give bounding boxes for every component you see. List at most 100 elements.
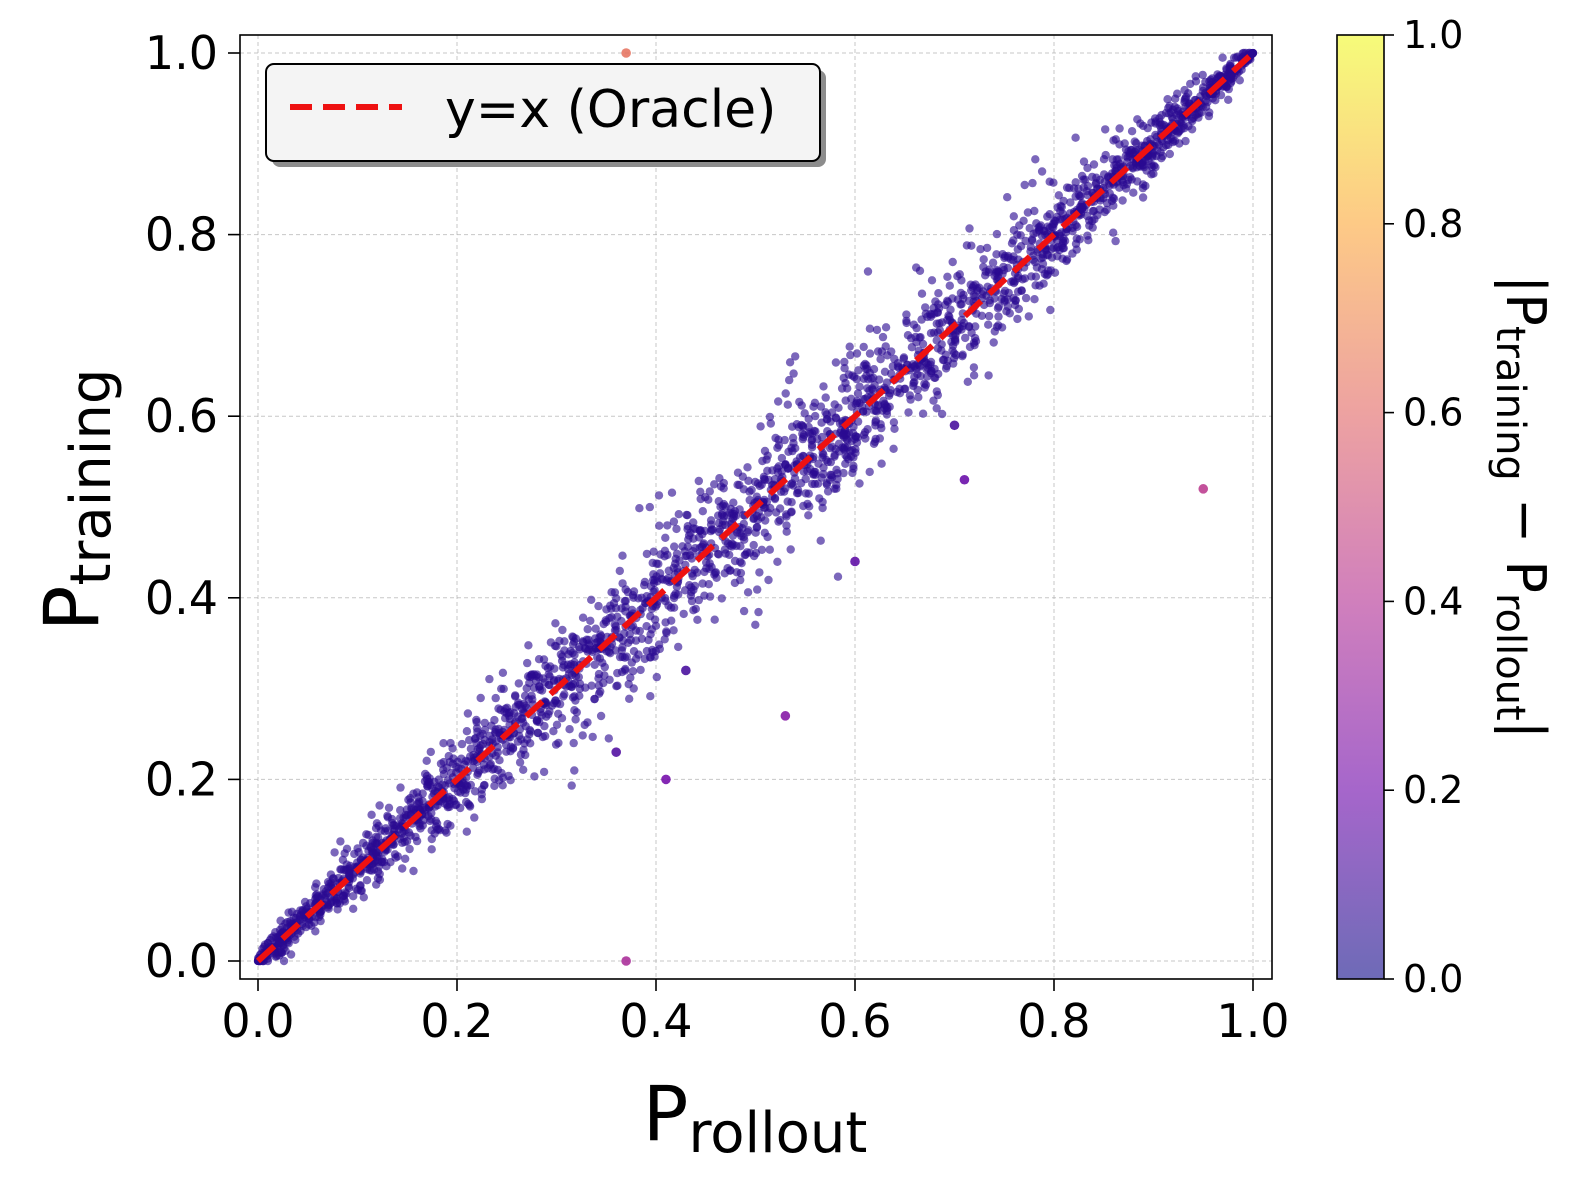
scatter-point <box>785 358 795 367</box>
scatter-point <box>988 258 998 267</box>
scatter-point <box>915 361 924 370</box>
scatter-point <box>336 865 345 874</box>
scatter-point <box>406 798 415 807</box>
outlier-point <box>681 665 691 676</box>
scatter-point <box>1057 202 1067 212</box>
scatter-point <box>782 521 791 530</box>
scatter-point <box>1013 314 1022 324</box>
scatter-point <box>839 373 848 383</box>
scatter-point <box>556 650 566 659</box>
scatter-point <box>846 350 855 360</box>
scatter-point <box>397 829 407 838</box>
scatter-point <box>631 636 641 645</box>
scatter-point <box>449 796 459 805</box>
scatter-point <box>840 364 849 373</box>
scatter-point <box>850 372 859 382</box>
scatter-point <box>629 587 639 596</box>
scatter-point <box>801 489 810 498</box>
scatter-point <box>729 540 738 549</box>
scatter-point <box>752 522 762 532</box>
scatter-point <box>649 547 658 556</box>
scatter-point <box>743 463 752 472</box>
scatter-point <box>689 606 698 615</box>
scatter-point <box>921 303 930 312</box>
scatter-point <box>578 731 587 740</box>
scatter-point <box>1088 207 1098 216</box>
scatter-point <box>839 430 848 440</box>
scatter-point <box>932 404 941 413</box>
scatter-point <box>967 241 976 250</box>
x-tick-label: 0.4 <box>619 994 692 1048</box>
scatter-point <box>1017 286 1026 295</box>
scatter-point <box>970 341 979 350</box>
scatter-point <box>473 745 482 754</box>
scatter-point <box>1131 146 1141 155</box>
scatter-point <box>392 821 401 830</box>
scatter-point <box>849 453 858 462</box>
scatter-point <box>716 502 725 511</box>
scatter-point <box>621 596 630 606</box>
scatter-point <box>756 422 765 431</box>
scatter-point <box>1121 151 1131 161</box>
scatter-point <box>855 479 864 488</box>
scatter-point <box>1157 154 1166 163</box>
scatter-point <box>673 564 682 573</box>
scatter-point <box>671 554 680 563</box>
scatter-point <box>559 660 569 670</box>
scatter-point <box>1076 192 1085 201</box>
outlier-point <box>611 747 621 757</box>
scatter-point <box>710 480 719 489</box>
scatter-point <box>453 757 462 766</box>
scatter-point <box>989 338 998 347</box>
scatter-point <box>336 837 345 846</box>
scatter-point <box>610 588 620 597</box>
scatter-point <box>1181 136 1190 146</box>
scatter-point <box>674 510 683 519</box>
scatter-point <box>937 346 946 355</box>
scatter-point <box>751 620 760 629</box>
scatter-point <box>506 776 515 785</box>
scatter-point <box>882 406 892 416</box>
scatter-point <box>396 783 405 792</box>
scatter-point <box>664 601 673 610</box>
scatter-point <box>599 678 608 688</box>
scatter-point <box>992 250 1001 259</box>
scatter-point <box>1052 243 1062 253</box>
scatter-point <box>570 679 580 688</box>
scatter-point <box>1101 125 1110 134</box>
scatter-point <box>521 722 530 731</box>
scatter-point <box>859 342 868 352</box>
scatter-point <box>635 626 644 636</box>
y-tick-label: 0.2 <box>145 752 218 806</box>
scatter-point <box>439 769 449 779</box>
scatter-point <box>871 421 880 430</box>
scatter-point <box>1000 297 1009 306</box>
scatter-point <box>959 290 968 300</box>
scatter-point <box>865 467 874 477</box>
scatter-point <box>546 638 556 647</box>
scatter-point <box>876 355 885 364</box>
scatter-point <box>1023 208 1033 217</box>
scatter-point <box>456 788 465 797</box>
scatter-point <box>1015 221 1024 230</box>
scatter-point <box>704 495 713 504</box>
scatter-point <box>669 626 678 635</box>
scatter-point <box>642 592 651 601</box>
scatter-point <box>963 377 972 386</box>
scatter-point <box>768 492 777 501</box>
scatter-point <box>752 511 762 521</box>
y-axis-ticks: 0.0 0.2 0.4 0.6 0.8 1.0 <box>145 26 240 988</box>
scatter-point <box>702 558 711 567</box>
oracle-reference-line <box>255 50 1256 964</box>
scatter-point <box>764 575 773 585</box>
scatter-point <box>1226 72 1236 82</box>
scatter-point <box>311 927 320 936</box>
scatter-point <box>811 427 820 436</box>
scatter-point <box>833 572 843 581</box>
scatter-point <box>480 718 489 728</box>
scatter-point <box>859 395 868 404</box>
scatter-point <box>660 635 669 644</box>
scatter-point <box>651 621 661 630</box>
scatter-point <box>965 224 974 233</box>
